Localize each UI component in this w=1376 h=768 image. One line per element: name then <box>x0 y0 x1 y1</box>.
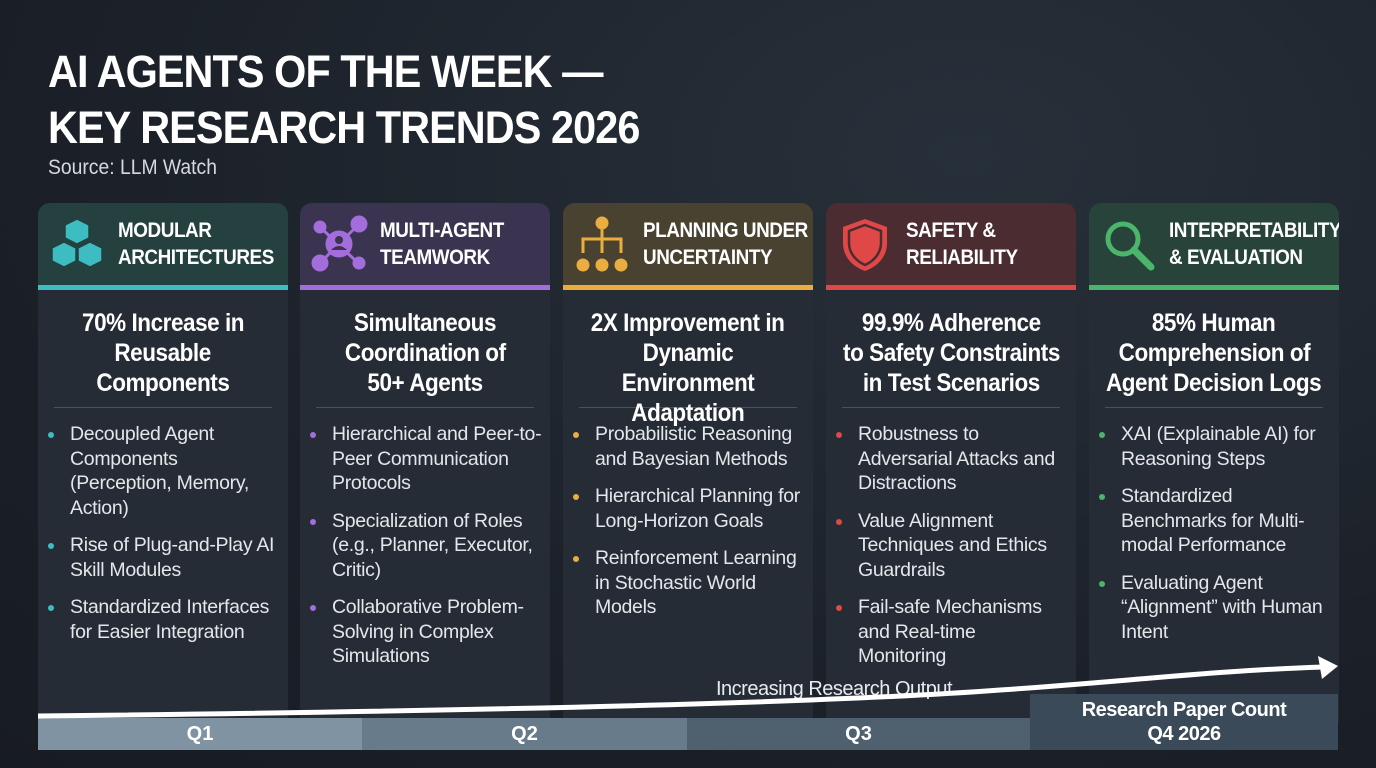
divider <box>54 407 272 408</box>
cubes-icon <box>51 218 103 268</box>
bullet-list: Probabilistic Reasoning and Bayesian Met… <box>563 408 813 620</box>
bullet-list: Decoupled Agent Components (Perception, … <box>38 408 288 644</box>
card-header: MODULAR ARCHITECTURES <box>38 203 288 290</box>
list-item: Evaluating Agent “Alignment” with Human … <box>1099 571 1331 645</box>
network-icon <box>311 215 368 272</box>
card-title: MULTI-AGENT TEAMWORK <box>380 219 504 269</box>
shield-icon <box>843 219 887 271</box>
trend-card: PLANNING UNDER UNCERTAINTY 2X Improvement… <box>563 203 813 723</box>
card-header: MULTI-AGENT TEAMWORK <box>300 203 550 290</box>
card-header: SAFETY & RELIABILITY <box>826 203 1076 290</box>
list-item: Robustness to Adversarial Attacks and Di… <box>836 422 1068 496</box>
list-item: Specialization of Roles (e.g., Planner, … <box>310 509 542 583</box>
timeline-q3: Q3 <box>687 718 1030 750</box>
divider <box>316 407 534 408</box>
bullet-list: Robustness to Adversarial Attacks and Di… <box>826 408 1076 669</box>
list-item: Standardized Benchmarks for Multi-modal … <box>1099 484 1331 558</box>
card-title: SAFETY & RELIABILITY <box>906 219 1018 269</box>
list-item: Hierarchical Planning for Long-Horizon G… <box>573 484 805 533</box>
list-item: XAI (Explainable AI) for Reasoning Steps <box>1099 422 1331 471</box>
card-title: PLANNING UNDER UNCERTAINTY <box>643 219 808 269</box>
timeline-q2: Q2 <box>362 718 687 750</box>
list-item: Probabilistic Reasoning and Bayesian Met… <box>573 422 805 471</box>
list-item: Standardized Interfaces for Easier Integ… <box>48 595 280 644</box>
divider <box>842 407 1060 408</box>
trend-card: MULTI-AGENT TEAMWORK Simultaneous Coordina… <box>300 203 550 723</box>
divider <box>579 407 797 408</box>
trend-card: MODULAR ARCHITECTURES 70% Increase in Reus… <box>38 203 288 723</box>
magnifier-icon <box>1105 221 1155 271</box>
timeline-q4: Research Paper Count Q4 2026 <box>1030 694 1338 750</box>
card-title: MODULAR ARCHITECTURES <box>118 219 274 269</box>
card-headline: 99.9% Adherence to Safety Constraints in T… <box>842 309 1060 397</box>
trend-card: INTERPRETABILITY & EVALUATION 85% Human Co… <box>1089 203 1339 723</box>
card-title: INTERPRETABILITY & EVALUATION <box>1169 219 1339 269</box>
card-headline: 70% Increase in Reusable Components <box>81 309 245 397</box>
bullet-list: XAI (Explainable AI) for Reasoning Steps… <box>1089 408 1339 644</box>
list-item: Collaborative Problem-Solving in Complex… <box>310 595 542 669</box>
card-header: PLANNING UNDER UNCERTAINTY <box>563 203 813 290</box>
list-item: Decoupled Agent Components (Perception, … <box>48 422 280 520</box>
divider <box>1105 407 1323 408</box>
timeline-q1: Q1 <box>38 718 362 750</box>
source-label: Source: LLM Watch <box>48 156 217 179</box>
timeline-bar: Q1 Q2 Q3 <box>38 718 1030 750</box>
list-item: Rise of Plug-and-Play AI Skill Modules <box>48 533 280 582</box>
page-title: AI AGENTS OF THE WEEK — KEY RESEARCH TREN… <box>48 46 640 153</box>
list-item: Value Alignment Techniques and Ethics Gu… <box>836 509 1068 583</box>
card-header: INTERPRETABILITY & EVALUATION <box>1089 203 1339 290</box>
card-headline: 85% Human Comprehension of Agent Decision … <box>1106 309 1322 397</box>
card-headline: Simultaneous Coordination of 50+ Agents <box>344 309 506 397</box>
hierarchy-icon <box>576 216 628 272</box>
bullet-list: Hierarchical and Peer-to-Peer Communicat… <box>300 408 550 669</box>
trend-card: SAFETY & RELIABILITY 99.9% Adherence to Sa… <box>826 203 1076 723</box>
card-headline: 2X Improvement in Dynamic Environment Adap… <box>591 309 785 427</box>
list-item: Fail-safe Mechanisms and Real-time Monit… <box>836 595 1068 669</box>
list-item: Reinforcement Learning in Stochastic Wor… <box>573 546 805 620</box>
list-item: Hierarchical and Peer-to-Peer Communicat… <box>310 423 542 494</box>
